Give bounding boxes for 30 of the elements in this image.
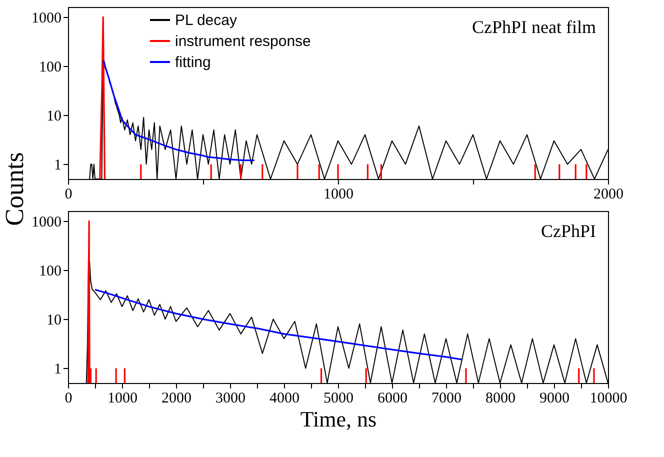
y-tick-label: 1 <box>54 158 62 174</box>
x-tick-label: 4000 <box>270 390 300 406</box>
y-axis-title: Counts <box>0 152 29 226</box>
x-tick-label: 6000 <box>378 390 408 406</box>
x-axis-title: Time, ns <box>300 406 377 432</box>
x-tick-label: 10000 <box>590 390 628 406</box>
x-tick-label: 5000 <box>324 390 354 406</box>
x-tick-label: 8000 <box>486 390 516 406</box>
x-tick-label: 0 <box>64 186 72 202</box>
x-tick-label: 7000 <box>432 390 462 406</box>
y-tick-label: 100 <box>39 264 62 280</box>
x-tick-label: 1000 <box>324 186 354 202</box>
annotation: CzPhPI <box>540 221 596 241</box>
x-tick-label: 2000 <box>594 186 624 202</box>
y-tick-label: 1000 <box>32 10 62 27</box>
y-tick-label: 1 <box>54 362 62 378</box>
annotation: CzPhPI neat film <box>472 17 596 37</box>
x-tick-label: 0 <box>64 390 72 406</box>
x-tick-label: 3000 <box>216 390 246 406</box>
x-tick-label: 9000 <box>540 390 570 406</box>
x-tick-label: 2000 <box>162 390 192 406</box>
y-tick-label: 10 <box>46 312 62 329</box>
legend-label: PL decay <box>175 12 238 29</box>
x-tick-label: 1000 <box>108 390 138 406</box>
y-tick-label: 100 <box>39 60 62 76</box>
legend-label: instrument response <box>175 33 311 50</box>
y-tick-label: 10 <box>46 108 62 125</box>
legend-label: fitting <box>175 54 211 71</box>
y-tick-label: 1000 <box>32 214 62 231</box>
line-series <box>94 288 463 360</box>
